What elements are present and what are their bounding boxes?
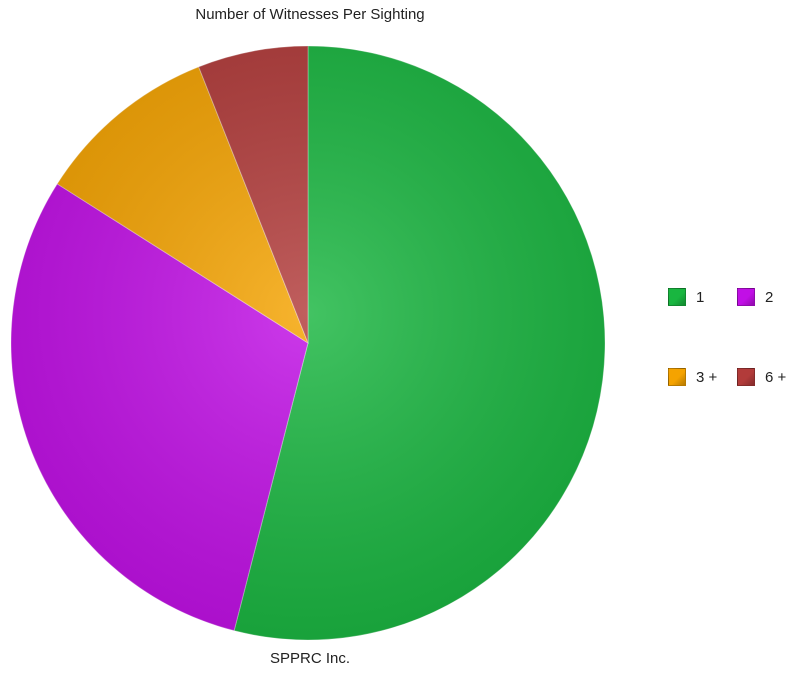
legend-label: 3 +: [696, 368, 718, 386]
legend-item: 1: [668, 288, 737, 306]
legend-item: 6 +: [737, 368, 806, 386]
legend-label: 1: [696, 288, 705, 306]
legend-swatch: [668, 368, 686, 386]
pie-slices: [10, 45, 606, 641]
chart-title: Number of Witnesses Per Sighting: [195, 6, 425, 23]
chart-footer: SPPRC Inc.: [269, 650, 351, 667]
legend-label: 6 +: [765, 368, 787, 386]
legend-swatch: [737, 368, 755, 386]
legend-label: 2: [765, 288, 774, 306]
legend-item: 3 +: [668, 368, 737, 386]
legend-swatch: [737, 288, 755, 306]
pie-chart: [10, 45, 606, 641]
legend-item: 2: [737, 288, 806, 306]
legend-row: 3 + 6 +: [668, 365, 806, 389]
legend-swatch: [668, 288, 686, 306]
